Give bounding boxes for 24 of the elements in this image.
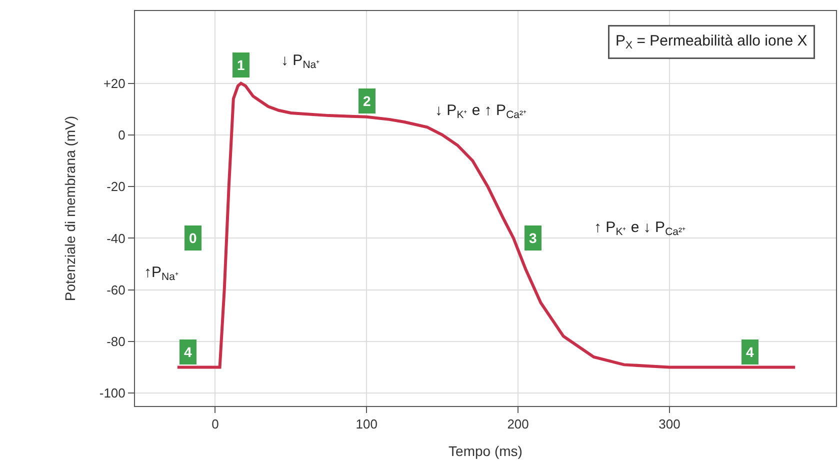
y-axis-title: Potenziale di membrana (mV) — [62, 116, 78, 302]
annotation: ↓ P$_{K⁺}$ e ↑ P$_{Ca²⁺}$ — [435, 102, 527, 122]
annotation: 3 — [529, 230, 537, 246]
annotation: 1 — [237, 57, 245, 73]
y-tick-label: -60 — [106, 282, 126, 298]
y-tick-label: 0 — [118, 127, 126, 142]
annotation: 0 — [189, 230, 197, 246]
annotation: 2 — [363, 93, 371, 109]
x-tick-label: 300 — [658, 416, 680, 432]
annotation: ↑ P$_{K⁺}$ e ↓ P$_{Ca²⁺}$ — [594, 219, 686, 238]
x-tick-label: 100 — [356, 416, 378, 432]
y-tick-label: -40 — [106, 230, 126, 246]
y-tick-label: +20 — [103, 76, 126, 91]
annotation: ↓ P$_{Na⁺}$ — [281, 52, 320, 72]
x-tick-label: 0 — [212, 416, 219, 432]
annotation: 4 — [184, 344, 192, 360]
x-tick-label: 200 — [507, 416, 529, 432]
y-tick-label: -80 — [106, 334, 126, 350]
y-tick-label: -100 — [99, 386, 126, 401]
annotation: ↑P$_{Na⁺}$ — [144, 264, 179, 284]
y-tick-label: -20 — [106, 179, 126, 194]
annotation: P$_{X}$ = Permeabilità allo ione X — [616, 32, 808, 52]
annotation: 4 — [746, 344, 754, 360]
x-axis-title: Tempo (ms) — [448, 442, 522, 459]
